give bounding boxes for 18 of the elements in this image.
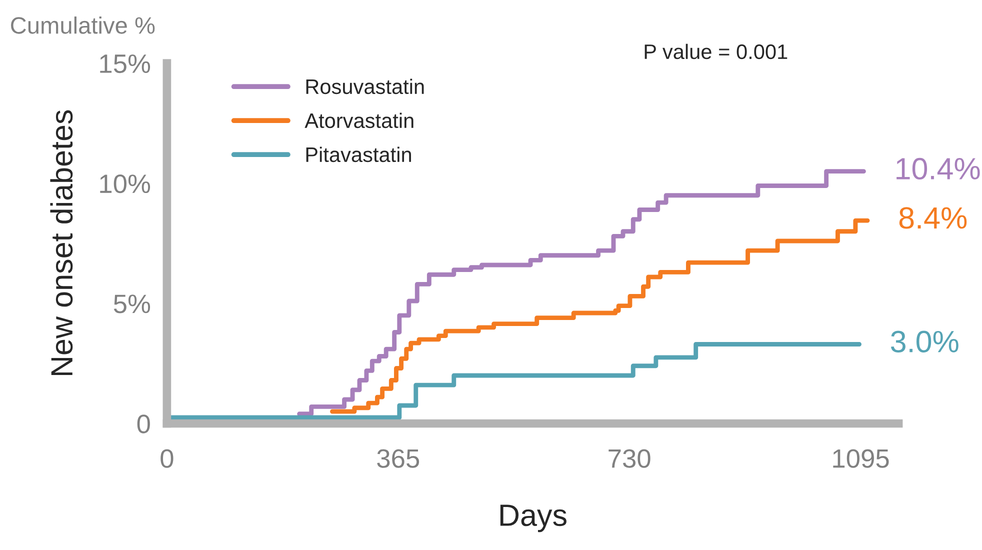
annotation: 8.4% (899, 207, 967, 229)
x-tick-label: 730 (608, 449, 650, 468)
legend-label: Atorvastatin (304, 112, 414, 128)
y-axis-title: New onset diabetes (50, 110, 73, 376)
y-tick-label: 5% (114, 294, 150, 314)
x-tick-label: 365 (377, 449, 420, 468)
x-tick-label: 0 (160, 449, 174, 468)
legend-label: Rosuvastatin (306, 78, 424, 94)
y-tick-label: 15% (100, 54, 150, 74)
x-axis-title: Days (500, 504, 566, 532)
legend-label: Pitavastatin (306, 146, 411, 162)
chart-title: Cumulative % (11, 16, 155, 34)
y-tick-label: 10% (100, 174, 150, 194)
annotation: 10.4% (896, 158, 980, 180)
text: P value = 0.001 (644, 44, 788, 60)
x-tick-label: 1095 (833, 449, 889, 468)
y-tick-label: 0 (137, 414, 150, 434)
annotation: 3.0% (890, 330, 958, 352)
